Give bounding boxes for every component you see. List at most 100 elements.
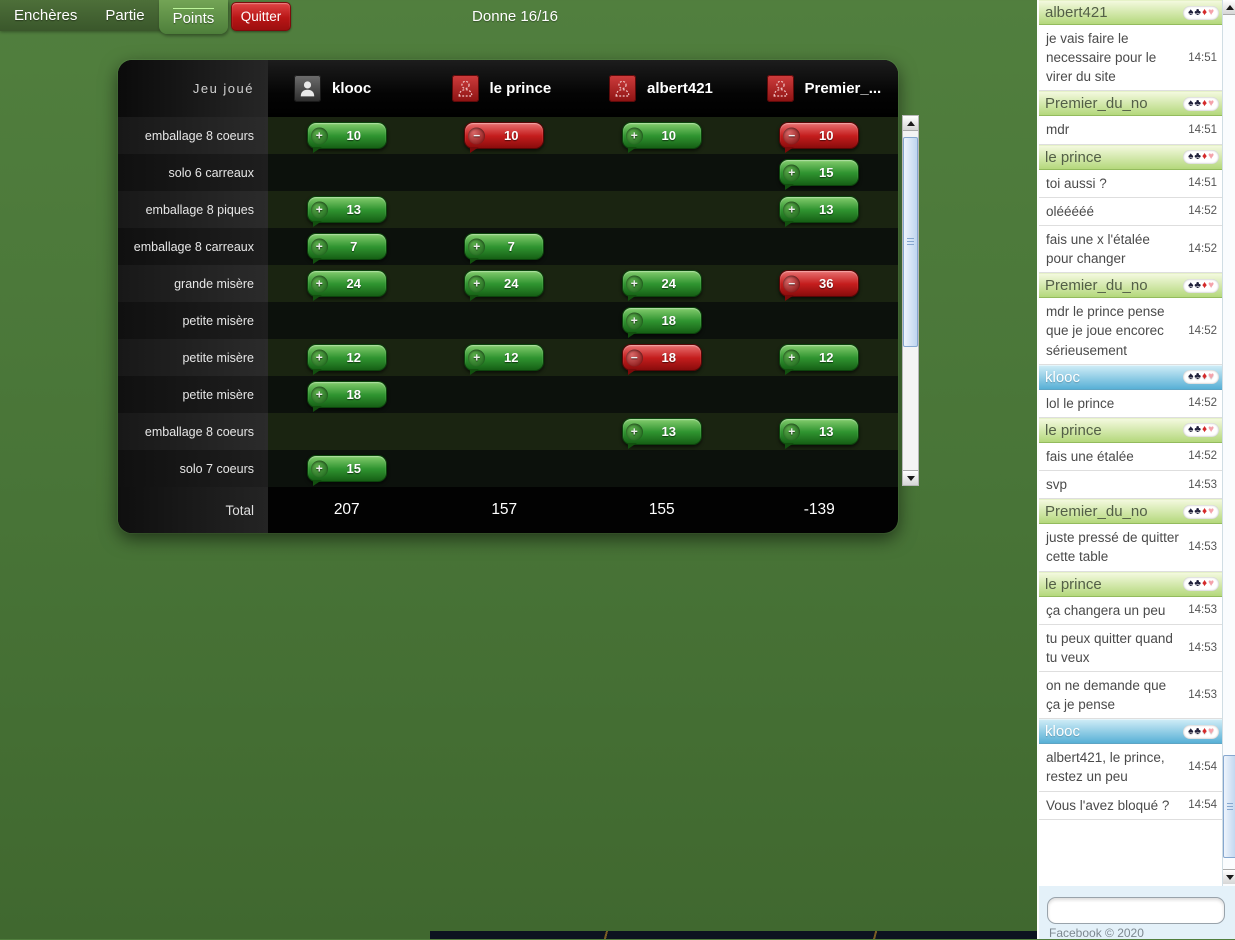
- badge-sign: −: [783, 275, 801, 292]
- table-scroll-down-button[interactable]: [903, 470, 918, 485]
- chat-message-group: le prince ♠ ♣ ♦ ♥ toi aussi ? 14:51 olééééé…: [1039, 144, 1222, 274]
- chat-footer-text: Facebook © 2020: [1049, 926, 1144, 940]
- chat-message: svp 14:53: [1039, 471, 1222, 500]
- chat-message-time: 14:53: [1188, 689, 1217, 702]
- game-row-label: petite misère: [118, 339, 268, 376]
- chat-user-header: le prince ♠ ♣ ♦ ♥: [1039, 144, 1222, 170]
- score-cell: [740, 376, 898, 413]
- game-played-header: Jeu joué: [118, 60, 268, 117]
- badge-value: 10: [819, 128, 834, 143]
- arrow-up-icon: [1226, 4, 1234, 10]
- chat-message-time: 14:52: [1188, 205, 1217, 218]
- club-suit-icon: ♣: [1194, 578, 1201, 589]
- tab-encheres[interactable]: Enchères: [14, 7, 78, 24]
- chat-username: Premier_du_no: [1045, 503, 1148, 521]
- badge-sign: +: [783, 349, 801, 366]
- total-value: 207: [333, 501, 360, 518]
- heart-suit-icon: ♥: [1208, 151, 1214, 163]
- score-cell: + 13: [740, 413, 898, 450]
- deal-counter: Donne 16/16: [472, 8, 558, 25]
- chat-panel: albert421 ♠ ♣ ♦ ♥ je vais faire le necessai…: [1037, 0, 1235, 940]
- badge-sign: +: [625, 312, 643, 329]
- diamond-suit-icon: ♦: [1201, 424, 1208, 436]
- chat-message-text: on ne demande que ça je pense: [1046, 677, 1167, 713]
- chat-message-group: klooc ♠ ♣ ♦ ♥ lol le prince 14:52: [1039, 364, 1222, 418]
- score-cell: − 36: [740, 265, 898, 302]
- badge-value: 12: [346, 350, 361, 365]
- badge-sign: +: [783, 423, 801, 440]
- chat-message-text: mdr: [1046, 122, 1070, 138]
- menu-bar: Enchères Partie Points: [0, 0, 229, 34]
- table-scrollbar[interactable]: [902, 115, 919, 486]
- player-avatar-icon: [451, 75, 479, 102]
- chat-scrollbar[interactable]: [1222, 0, 1235, 886]
- chat-message-time: 14:51: [1188, 124, 1217, 137]
- game-row-label: emballage 8 piques: [118, 191, 268, 228]
- spade-suit-icon: ♠: [1188, 578, 1194, 589]
- spade-suit-icon: ♠: [1188, 6, 1194, 18]
- chat-message-group: Premier_du_no ♠ ♣ ♦ ♥ mdr 14:51: [1039, 91, 1222, 145]
- score-cell: + 12: [425, 339, 583, 376]
- score-cell: + 7: [268, 228, 426, 265]
- chat-scroll-thumb[interactable]: [1223, 755, 1235, 858]
- badge-sign: +: [310, 238, 328, 255]
- badge-value: 13: [819, 424, 834, 439]
- score-badge: − 36: [779, 270, 860, 301]
- tab-points[interactable]: Points: [158, 0, 229, 34]
- score-cell: [425, 413, 583, 450]
- score-cell: [425, 191, 583, 228]
- chat-user-header: klooc ♠ ♣ ♦ ♥: [1039, 364, 1222, 390]
- score-cell: [740, 450, 898, 487]
- table-scroll-up-button[interactable]: [903, 116, 918, 131]
- score-cell: + 24: [425, 265, 583, 302]
- chat-message-group: Premier_du_no ♠ ♣ ♦ ♥ juste pressé de quitt…: [1039, 499, 1222, 572]
- score-badge: + 7: [464, 233, 545, 264]
- player-header: albert421: [583, 60, 741, 117]
- chat-message: juste pressé de quitter cette table 14:5…: [1039, 524, 1222, 572]
- badge-value: 10: [346, 128, 361, 143]
- score-cell: [740, 302, 898, 339]
- chat-message-time: 14:53: [1188, 541, 1217, 554]
- badge-value: 12: [504, 350, 519, 365]
- score-badge: + 13: [306, 196, 387, 227]
- chat-username: le prince: [1045, 148, 1102, 166]
- chat-username: klooc: [1045, 723, 1081, 741]
- chat-scroll-up-button[interactable]: [1223, 0, 1235, 15]
- player-avatar-icon: [609, 75, 636, 102]
- badge-sign: −: [625, 349, 643, 366]
- chat-message-group: albert421 ♠ ♣ ♦ ♥ je vais faire le necessai…: [1039, 0, 1222, 92]
- chat-message-text: mdr le prince pense que je joue encorec …: [1046, 304, 1165, 358]
- badge-value: 24: [661, 276, 676, 291]
- badge-sign: +: [310, 386, 328, 403]
- chat-user-header: Premier_du_no ♠ ♣ ♦ ♥: [1039, 273, 1222, 299]
- spade-suit-icon: ♠: [1188, 279, 1194, 291]
- score-badge: + 24: [306, 270, 387, 301]
- game-row-label: emballage 8 coeurs: [118, 413, 268, 450]
- chat-scroll-down-button[interactable]: [1223, 869, 1235, 884]
- tab-partie[interactable]: Partie: [105, 7, 145, 24]
- score-grid: Jeu joué klooc le prince: [118, 60, 898, 533]
- total-value: -139: [803, 501, 835, 518]
- chat-user-header: le prince ♠ ♣ ♦ ♥: [1039, 571, 1222, 597]
- chat-message: toi aussi ? 14:51: [1039, 169, 1222, 198]
- badge-value: 18: [661, 350, 676, 365]
- quit-button[interactable]: Quitter: [231, 2, 291, 31]
- chat-username: le prince: [1045, 575, 1102, 593]
- badge-value: 15: [819, 165, 834, 180]
- chat-message: albert421, le prince, restez un peu 14:5…: [1039, 744, 1222, 792]
- score-cell: [425, 302, 583, 339]
- score-badge: + 15: [779, 159, 860, 190]
- chat-username: Premier_du_no: [1045, 95, 1148, 113]
- chat-username: le prince: [1045, 421, 1102, 439]
- score-cell: + 18: [268, 376, 426, 413]
- chat-message-text: olééééé: [1046, 203, 1095, 219]
- diamond-suit-icon: ♦: [1201, 6, 1208, 18]
- score-badge: + 24: [464, 270, 545, 301]
- badge-sign: +: [468, 238, 486, 255]
- table-scroll-thumb[interactable]: [903, 137, 918, 347]
- badge-sign: +: [783, 201, 801, 218]
- chat-message: mdr le prince pense que je joue encorec …: [1039, 298, 1222, 365]
- chat-input[interactable]: [1047, 897, 1225, 924]
- game-row-label: emballage 8 coeurs: [118, 117, 268, 154]
- score-badge: + 7: [306, 233, 387, 264]
